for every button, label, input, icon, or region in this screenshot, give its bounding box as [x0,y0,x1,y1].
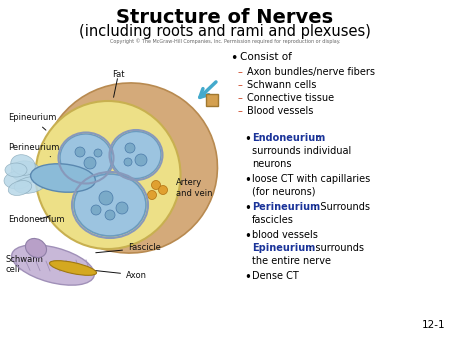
Ellipse shape [31,164,95,192]
Text: neurons: neurons [252,159,292,169]
Text: •: • [244,133,251,146]
Ellipse shape [50,261,96,275]
Text: •: • [244,230,251,243]
Text: •: • [244,174,251,187]
Text: Endoneurium: Endoneurium [252,133,325,143]
Text: fascicles: fascicles [252,215,294,225]
Circle shape [116,202,128,214]
Ellipse shape [111,131,161,178]
Text: blood vessels: blood vessels [252,230,318,240]
Circle shape [91,205,101,215]
Text: Dense CT: Dense CT [252,271,299,281]
Circle shape [158,186,167,194]
Text: :: : [317,133,320,143]
Text: loose CT with capillaries: loose CT with capillaries [252,174,370,184]
Text: the entire nerve: the entire nerve [252,256,331,266]
Ellipse shape [4,171,32,189]
Circle shape [84,157,96,169]
Ellipse shape [74,174,146,236]
Text: Epineurium: Epineurium [252,243,315,253]
Text: Fascicle: Fascicle [96,243,161,253]
Text: •: • [244,271,251,284]
Text: Fat: Fat [112,70,124,79]
Text: Structure of Nerves: Structure of Nerves [117,8,333,27]
Circle shape [105,210,115,220]
Text: –: – [238,67,243,77]
Text: Copyright © The McGraw-Hill Companies, Inc. Permission required for reproduction: Copyright © The McGraw-Hill Companies, I… [110,38,340,44]
Circle shape [75,147,85,157]
Circle shape [152,180,161,190]
Ellipse shape [43,83,217,253]
Ellipse shape [36,101,180,249]
Text: Endoneurium: Endoneurium [8,216,64,224]
Ellipse shape [60,134,112,182]
Text: Perineurium: Perineurium [252,202,320,212]
Text: Schwann cells: Schwann cells [247,80,316,90]
Text: Artery
and vein: Artery and vein [176,178,212,198]
Circle shape [124,158,132,166]
Circle shape [148,191,157,199]
Text: Schwann
cell: Schwann cell [5,255,43,274]
Text: (for neurons): (for neurons) [252,187,315,197]
Circle shape [125,143,135,153]
Text: surrounds individual: surrounds individual [252,146,351,156]
Text: Perineurium: Perineurium [8,144,59,157]
Text: –: – [238,80,243,90]
Text: Consist of: Consist of [240,52,292,62]
Text: •: • [230,52,238,65]
Ellipse shape [26,239,46,258]
Circle shape [94,149,102,157]
Text: Axon: Axon [93,270,147,280]
Ellipse shape [11,161,41,183]
Ellipse shape [14,177,46,193]
Text: Axon bundles/nerve fibers: Axon bundles/nerve fibers [247,67,375,77]
Text: 12-1: 12-1 [421,320,445,330]
FancyBboxPatch shape [206,94,218,106]
Circle shape [99,191,113,205]
Ellipse shape [12,245,94,285]
Text: •: • [244,202,251,215]
Text: : surrounds: : surrounds [309,243,364,253]
Text: –: – [238,93,243,103]
Text: (including roots and rami and plexuses): (including roots and rami and plexuses) [79,24,371,39]
Text: Epineurium: Epineurium [8,114,56,130]
Text: –: – [238,106,243,116]
Ellipse shape [11,155,35,175]
Text: : Surrounds: : Surrounds [314,202,370,212]
Text: Blood vessels: Blood vessels [247,106,313,116]
Ellipse shape [8,180,32,195]
Circle shape [135,154,147,166]
Ellipse shape [5,163,27,177]
Text: Connective tissue: Connective tissue [247,93,334,103]
